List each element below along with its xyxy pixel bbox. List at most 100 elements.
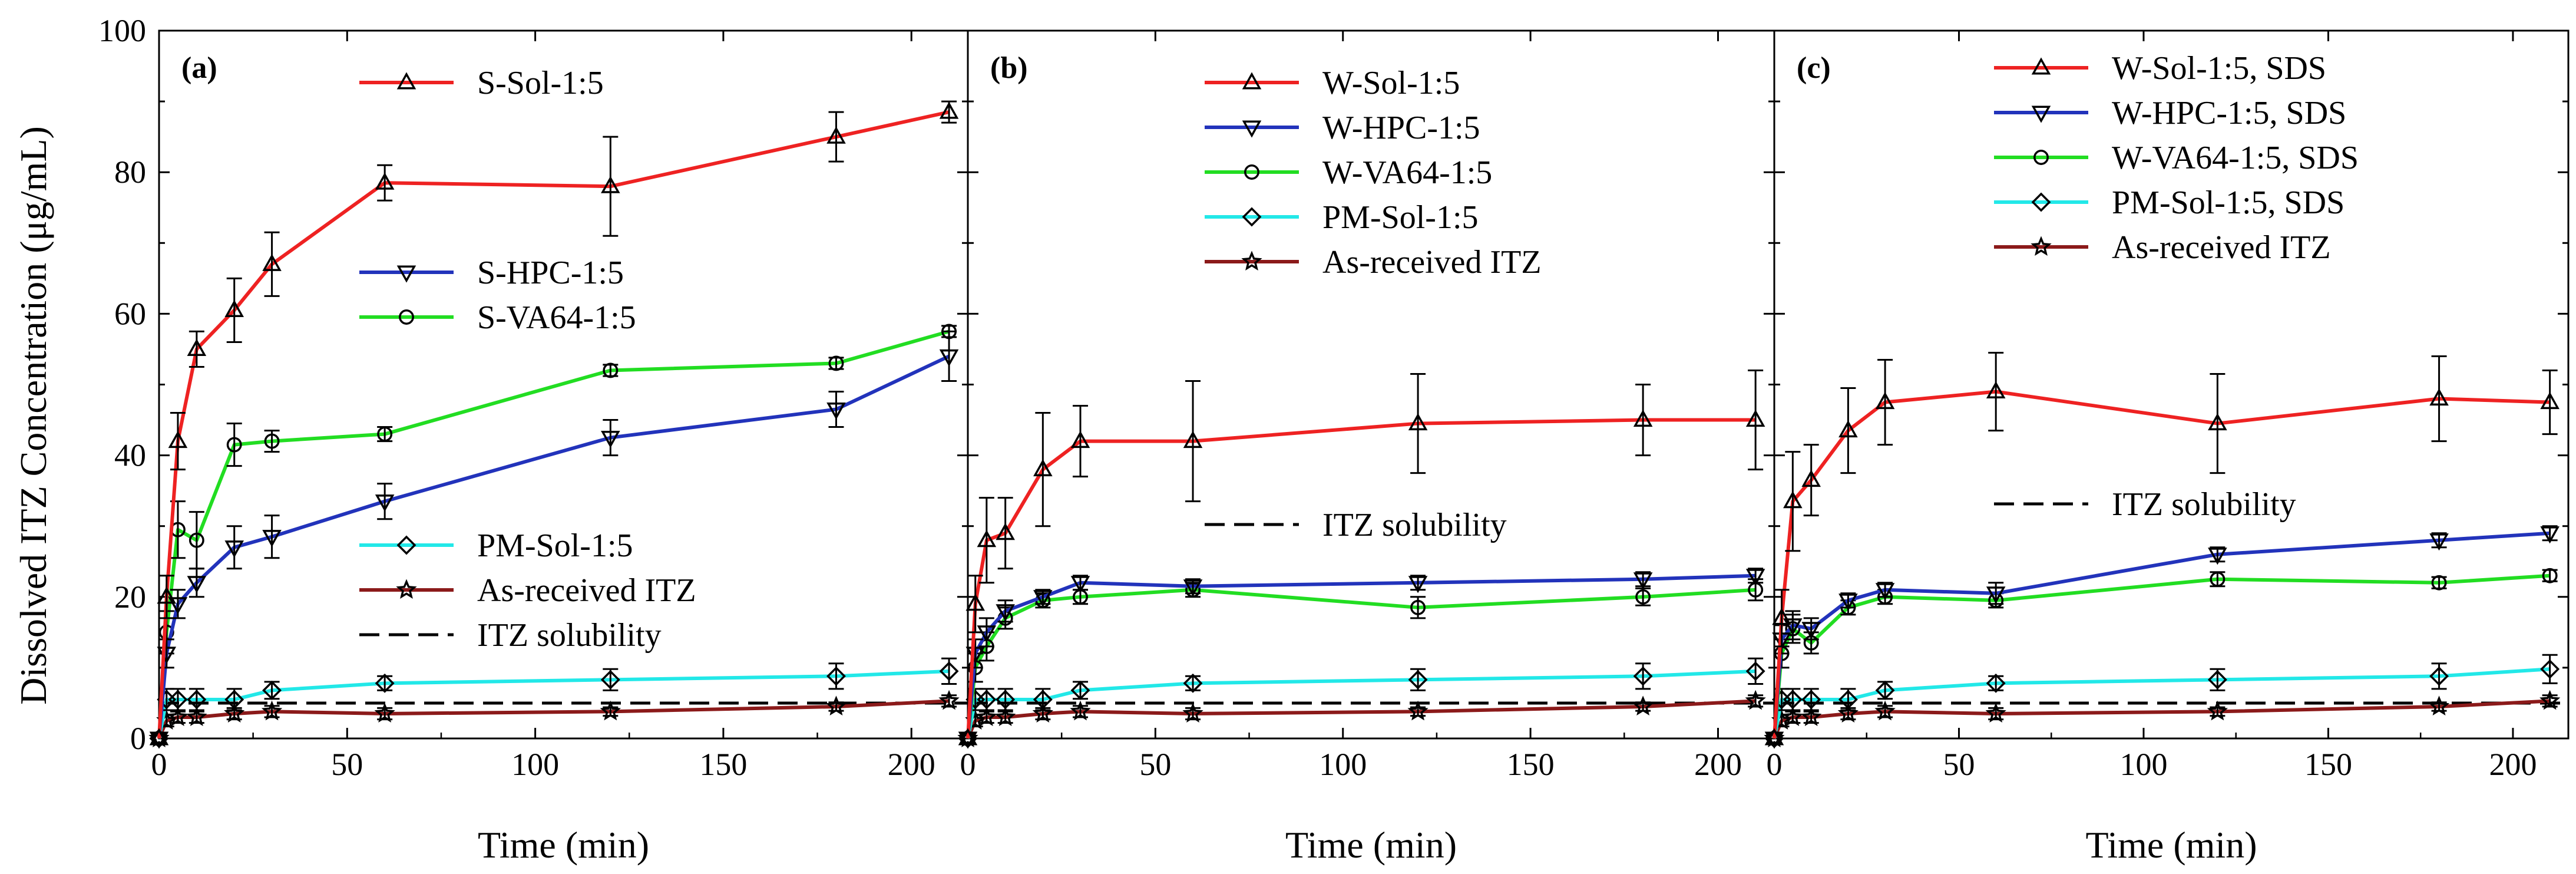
data-point: [939, 661, 959, 681]
series-s-hpc-1-5: [149, 330, 959, 749]
data-point: [1986, 673, 2006, 693]
x-tick-label: 150: [699, 747, 747, 782]
data-point: [377, 426, 393, 442]
data-point: [601, 176, 620, 193]
data-point: [1985, 703, 2006, 723]
data-point: [938, 690, 960, 710]
panel-label: (b): [990, 51, 1028, 85]
data-point: [1783, 491, 1803, 509]
legend-label: W-Sol-1:5: [1322, 65, 1460, 101]
data-point: [1632, 695, 1654, 715]
data-point: [1408, 576, 1428, 593]
series-line: [157, 329, 950, 739]
legend-label: W-HPC-1:5: [1322, 110, 1480, 146]
legend: W-Sol-1:5 W-HPC-1:5 W-VA64-1:5 PM-Sol-1:5 As…: [1205, 65, 1542, 543]
data-point: [1033, 590, 1053, 608]
data-point: [187, 576, 207, 593]
y-tick-label: 60: [114, 296, 146, 331]
series-line: [966, 418, 1756, 739]
legend: S-Sol-1:5 S-HPC-1:5 S-VA64-1:5 PM-Sol-1:5 As…: [359, 65, 696, 654]
y-axis-title: Dissolved ITZ Concentration (μg/mL): [12, 126, 54, 705]
data-point: [1070, 576, 1090, 593]
chart-panel-1: 0 50 100 150 200 0 20 40 60 80 100 Time (min) (a) S-S…: [98, 13, 969, 866]
data-point: [1408, 669, 1428, 690]
data-point: [1764, 728, 1784, 746]
series-line: [966, 573, 1756, 739]
data-point: [939, 101, 959, 119]
legend-label: ITZ solubility: [1322, 507, 1507, 543]
data-point: [167, 706, 189, 726]
data-point: [1182, 703, 1203, 723]
data-point: [1633, 666, 1653, 686]
legend-label: S-HPC-1:5: [477, 255, 624, 291]
data-point: [374, 703, 395, 723]
data-point: [1801, 470, 1821, 487]
legend-label: PM-Sol-1:5, SDS: [2112, 184, 2344, 221]
data-point: [825, 695, 847, 715]
y-tick-label: 20: [114, 579, 146, 615]
legend-swatch-marker: [2031, 192, 2051, 212]
data-point: [1410, 599, 1426, 615]
data-point: [1783, 690, 1803, 710]
x-tick-label: 150: [1507, 747, 1555, 782]
data-point: [157, 586, 177, 604]
data-point: [2208, 413, 2227, 431]
series-line: [157, 354, 950, 739]
legend-swatch-marker: [396, 72, 416, 90]
data-point: [168, 597, 188, 615]
data-point: [187, 690, 207, 710]
x-tick-label: 100: [2119, 747, 2167, 782]
legend-label: As-received ITZ: [477, 572, 696, 609]
series-pm-sol-1-5: [958, 657, 1765, 748]
series-w-hpc-1-5-sds: [1764, 525, 2560, 749]
data-point: [958, 728, 978, 746]
data-point: [2540, 526, 2560, 544]
data-point: [224, 540, 244, 558]
x-tick-label: 200: [2489, 747, 2537, 782]
data-point: [965, 593, 986, 611]
legend-label: As-received ITZ: [1322, 244, 1542, 281]
legend-swatch-marker: [396, 579, 417, 599]
data-point: [2431, 575, 2447, 591]
data-point: [2429, 666, 2449, 686]
data-point: [1070, 700, 1091, 721]
data-point: [168, 690, 188, 710]
x-axis-title: Time (min): [1285, 824, 1457, 866]
data-point: [1070, 680, 1090, 700]
data-point: [149, 728, 169, 746]
data-point: [603, 362, 619, 378]
x-axis-title: Time (min): [2086, 824, 2257, 866]
legend-swatch-marker: [2031, 105, 2051, 123]
data-point: [1633, 572, 1653, 590]
series-line: [1773, 573, 2550, 739]
data-point: [1070, 430, 1090, 448]
legend-label: S-VA64-1:5: [477, 299, 636, 336]
series-line: [157, 110, 950, 739]
x-tick-label: 0: [1767, 747, 1783, 782]
data-point: [601, 431, 620, 448]
legend-swatch-marker: [1242, 207, 1262, 227]
y-tick-label: 40: [114, 438, 146, 473]
x-tick-label: 200: [888, 747, 935, 782]
data-point: [2208, 548, 2227, 565]
data-point: [2540, 659, 2560, 679]
data-point: [600, 669, 620, 690]
series-line: [1773, 531, 2550, 739]
legend-swatch-marker: [1242, 72, 1262, 90]
legend-swatch-marker: [2033, 150, 2049, 165]
series-line: [966, 588, 1756, 739]
data-point: [2207, 669, 2227, 690]
data-point: [939, 349, 959, 367]
data-point: [826, 402, 846, 420]
data-point: [2207, 700, 2228, 721]
data-point: [264, 433, 280, 449]
y-tick-label: 80: [114, 154, 146, 190]
panels: 0 50 100 150 200 0 20 40 60 80 100 Time (min) (a) S-S…: [98, 13, 2570, 866]
x-tick-label: 50: [331, 747, 363, 782]
data-point: [995, 706, 1016, 726]
data-point: [1183, 430, 1203, 448]
data-point: [1183, 673, 1203, 693]
data-point: [600, 700, 621, 721]
